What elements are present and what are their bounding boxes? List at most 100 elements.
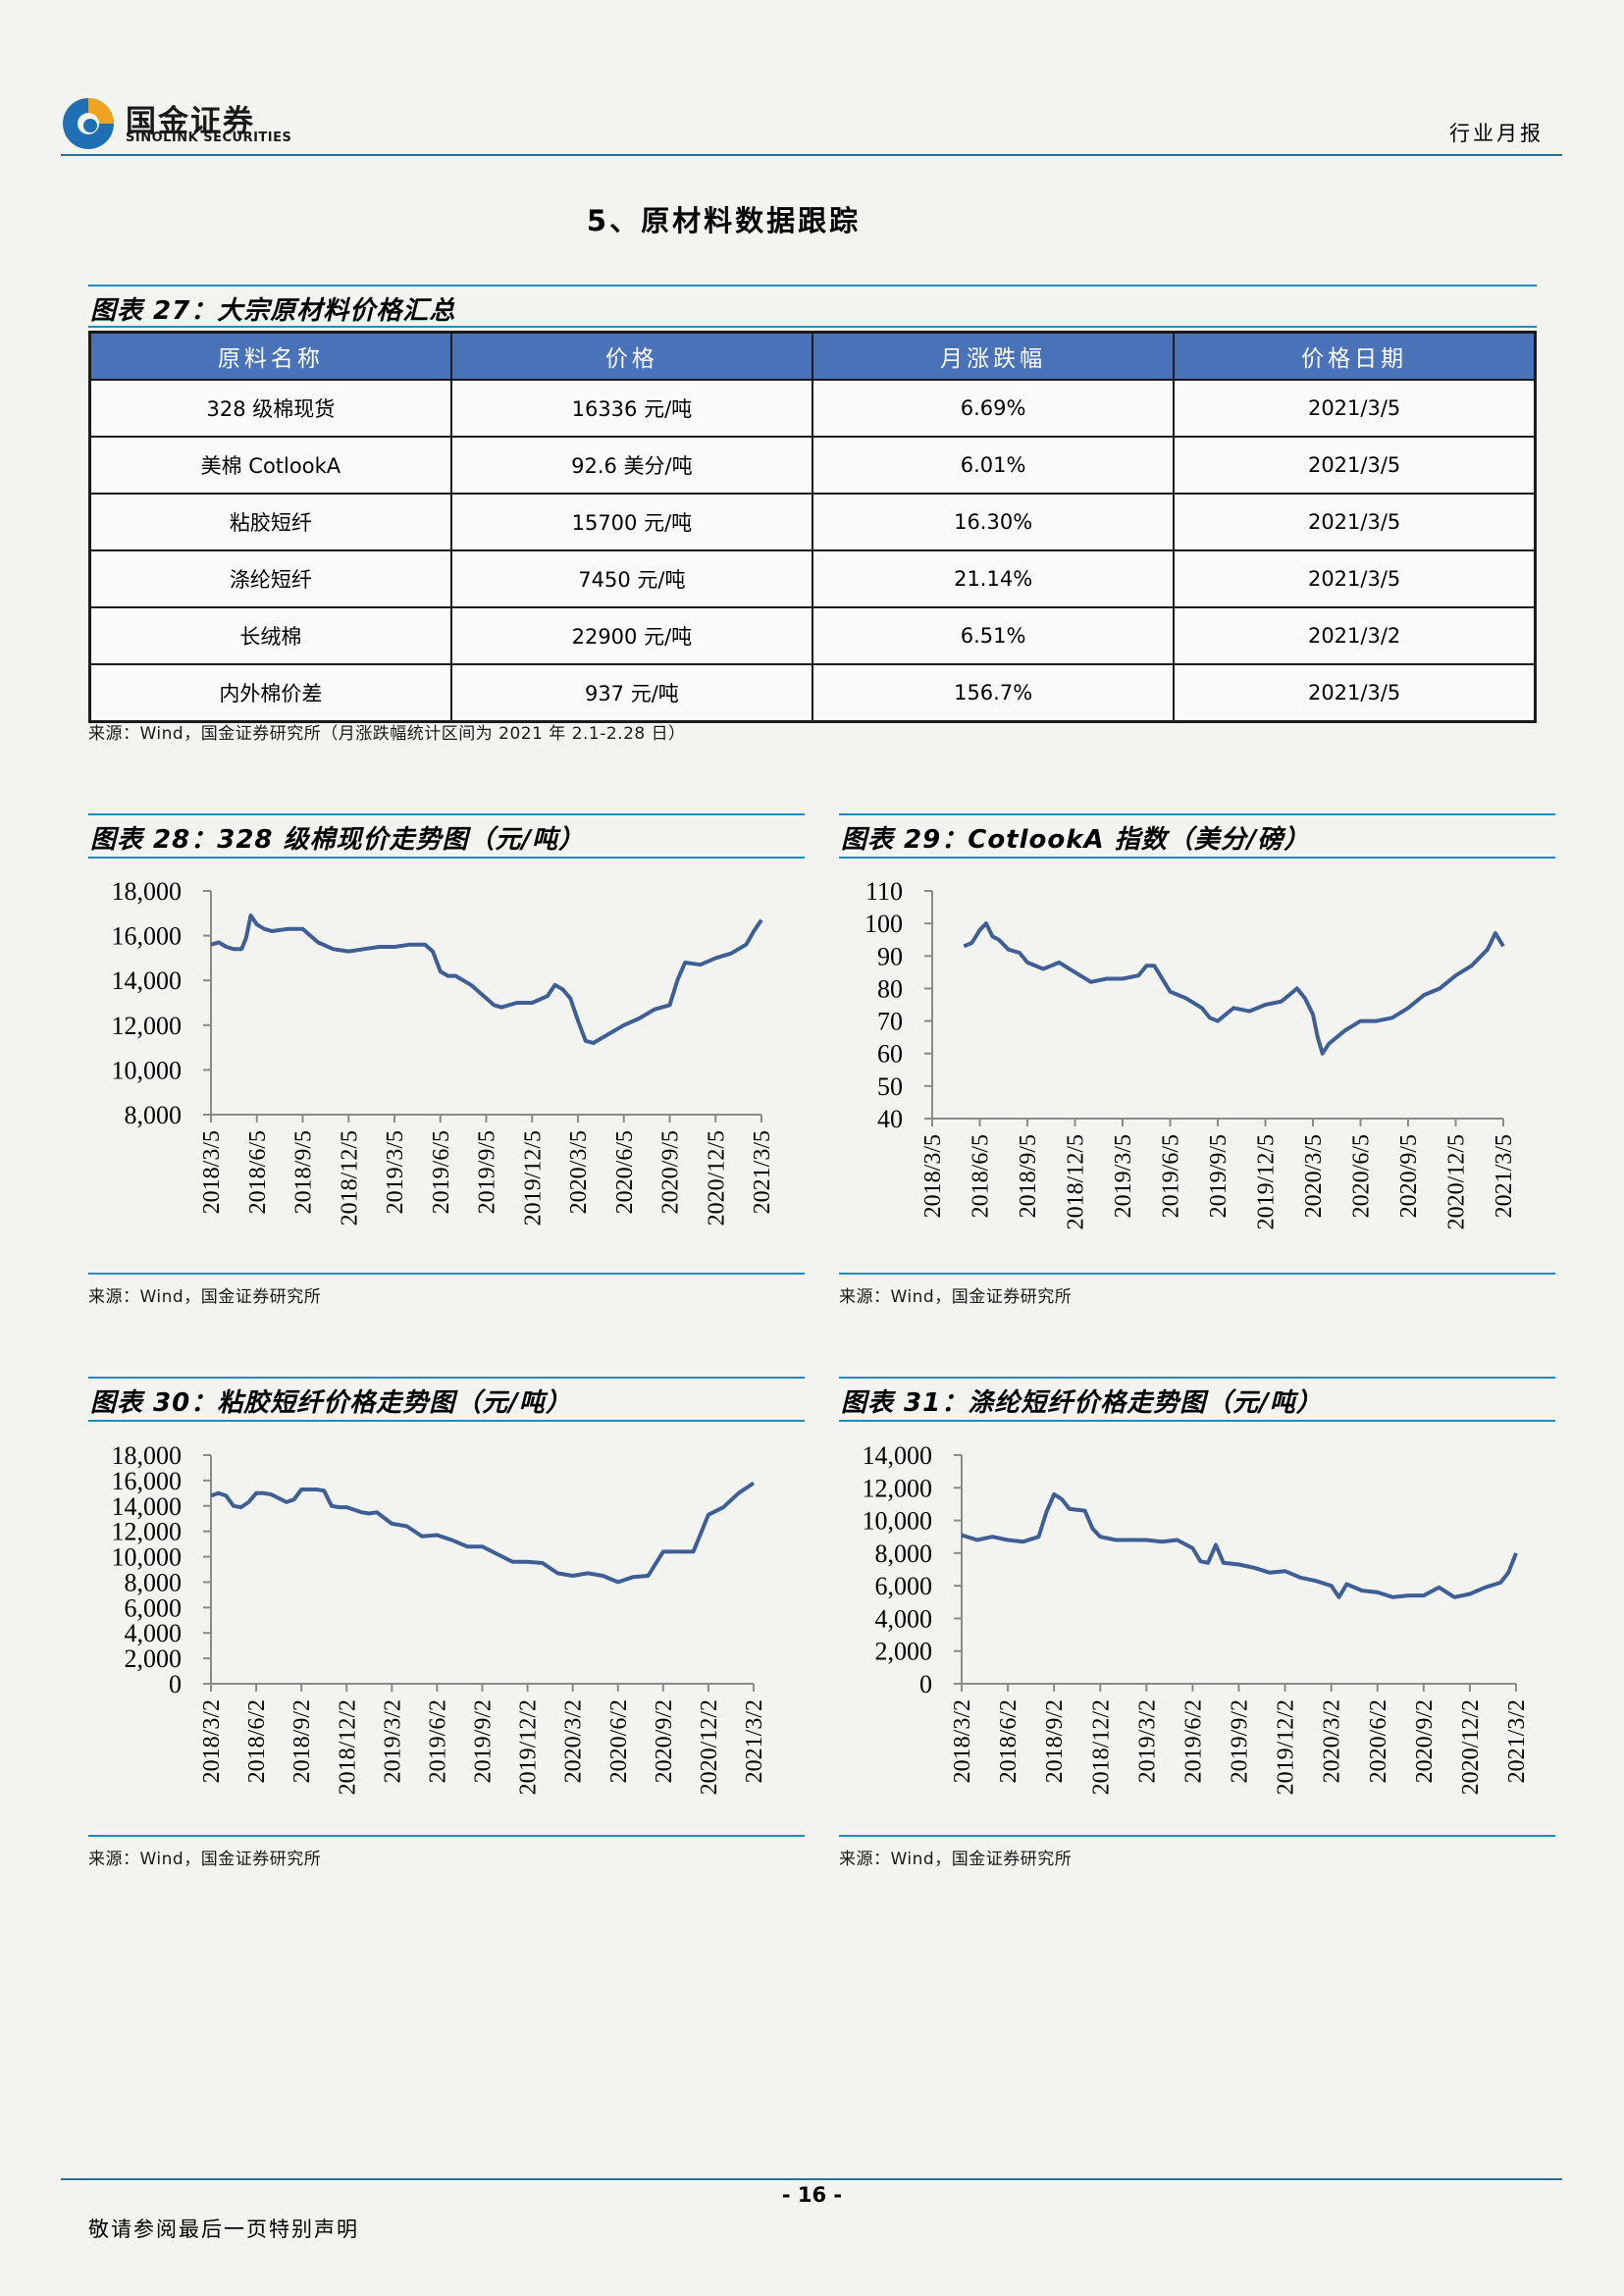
y-tick-label: 100 — [864, 910, 903, 938]
x-tick-label: 2020/9/5 — [658, 1130, 684, 1214]
series-line — [210, 913, 763, 1045]
table-header-row: 原料名称 价格 月涨跌幅 价格日期 — [88, 331, 1537, 381]
series-line — [210, 1481, 756, 1585]
report-type-label: 行业月报 — [1449, 122, 1544, 145]
table-cell: 16.30% — [811, 493, 1176, 551]
table-cell: 涤纶短纤 — [88, 549, 452, 608]
x-tick-label: 2019/3/2 — [1134, 1699, 1160, 1783]
raw-material-price-table: 原料名称 价格 月涨跌幅 价格日期 328 级棉现货 16336 元/吨 6.6… — [88, 331, 1537, 723]
y-tick-label: 12,000 — [112, 1012, 183, 1040]
table-cell: 2021/3/2 — [1173, 606, 1537, 665]
table-cell: 16336 元/吨 — [449, 379, 814, 438]
y-tick-label: 50 — [877, 1072, 903, 1101]
table-source-note: 来源：Wind，国金证券研究所（月涨跌幅统计区间为 2021 年 2.1-2.2… — [88, 724, 686, 744]
figure-29-caption: 图表 29：CotlookA 指数（美分/磅） — [841, 825, 1311, 855]
table-cell: 15700 元/吨 — [449, 493, 814, 551]
figure-31-source: 来源：Wind，国金证券研究所 — [839, 1850, 1073, 1869]
column-header: 月涨跌幅 — [811, 331, 1176, 381]
caption-rule-bottom — [839, 857, 1555, 859]
y-tick-label: 18,000 — [112, 1441, 183, 1470]
y-tick-label: 12,000 — [863, 1474, 933, 1502]
column-header: 价格 — [449, 331, 814, 381]
figure-30-caption: 图表 30：粘胶短纤价格走势图（元/吨） — [90, 1388, 572, 1418]
x-tick-label: 2020/9/2 — [652, 1699, 677, 1783]
x-tick-label: 2020/3/2 — [1320, 1699, 1345, 1783]
y-tick-label: 60 — [877, 1040, 903, 1069]
y-tick-label: 2,000 — [875, 1638, 933, 1666]
caption-rule-top — [88, 813, 805, 815]
caption-rule-bottom — [839, 1420, 1555, 1422]
figure-29-source: 来源：Wind，国金证券研究所 — [839, 1287, 1073, 1307]
x-tick-label: 2020/6/2 — [606, 1699, 632, 1783]
column-header: 原料名称 — [88, 331, 452, 381]
footer-divider — [61, 2178, 1562, 2180]
x-tick-label: 2018/3/5 — [199, 1130, 225, 1214]
caption-rule-bottom — [88, 857, 805, 859]
x-tick-label: 2020/6/2 — [1366, 1699, 1391, 1783]
caption-rule-top — [88, 285, 1537, 287]
y-tick-label: 6,000 — [875, 1572, 933, 1600]
x-tick-label: 2019/6/5 — [429, 1130, 454, 1214]
x-tick-label: 2019/9/5 — [1206, 1134, 1231, 1218]
figure-31-caption: 图表 31：涤纶短纤价格走势图（元/吨） — [841, 1388, 1323, 1418]
x-tick-label: 2020/3/2 — [561, 1699, 587, 1783]
x-tick-label: 2020/12/2 — [1458, 1699, 1484, 1795]
figure-30-source: 来源：Wind，国金证券研究所 — [88, 1850, 322, 1869]
y-tick-label: 70 — [877, 1008, 903, 1036]
figure-27-caption: 图表 27：大宗原材料价格汇总 — [90, 296, 456, 326]
table-cell: 2021/3/5 — [1173, 663, 1537, 723]
x-tick-label: 2019/12/2 — [516, 1699, 542, 1795]
table-row: 内外棉价差 937 元/吨 156.7% 2021/3/5 — [88, 663, 1537, 723]
chart-bottom-rule — [88, 1273, 805, 1275]
y-tick-label: 10,000 — [112, 1543, 183, 1572]
x-tick-label: 2021/3/5 — [750, 1130, 775, 1214]
chart-bottom-rule — [839, 1273, 1555, 1275]
x-tick-label: 2018/9/5 — [291, 1130, 317, 1214]
figure-28-source: 来源：Wind，国金证券研究所 — [88, 1287, 322, 1307]
y-tick-label: 14,000 — [112, 1492, 183, 1521]
caption-rule-top — [839, 813, 1555, 815]
table-cell: 长绒棉 — [88, 606, 452, 665]
x-tick-label: 2020/6/5 — [1349, 1134, 1375, 1218]
table-cell: 937 元/吨 — [449, 663, 814, 723]
x-tick-label: 2019/12/5 — [1254, 1134, 1280, 1229]
y-tick-label: 40 — [877, 1105, 903, 1133]
x-tick-label: 2020/3/5 — [566, 1130, 592, 1214]
x-tick-label: 2021/3/5 — [1492, 1134, 1517, 1218]
section-title: 5、原材料数据跟踪 — [586, 204, 862, 237]
x-tick-label: 2018/9/2 — [289, 1699, 315, 1783]
x-tick-label: 2019/12/5 — [520, 1130, 546, 1226]
header-divider — [61, 154, 1562, 156]
x-tick-label: 2018/9/5 — [1016, 1134, 1041, 1218]
x-tick-label: 2021/3/2 — [742, 1699, 767, 1783]
x-tick-label: 2018/12/2 — [335, 1699, 360, 1795]
chart-bottom-rule — [88, 1835, 805, 1837]
y-tick-label: 8,000 — [125, 1568, 183, 1596]
y-tick-label: 10,000 — [863, 1507, 933, 1536]
logo-en-text: SINOLINK SECURITIES — [126, 130, 292, 145]
y-tick-label: 18,000 — [112, 877, 183, 906]
y-tick-label: 110 — [865, 877, 903, 906]
table-row: 长绒棉 22900 元/吨 6.51% 2021/3/2 — [88, 606, 1537, 665]
x-tick-label: 2018/6/2 — [996, 1699, 1022, 1783]
table-cell: 328 级棉现货 — [88, 379, 452, 438]
x-tick-label: 2020/9/5 — [1396, 1134, 1422, 1218]
x-tick-label: 2018/12/5 — [337, 1130, 362, 1226]
table-row: 328 级棉现货 16336 元/吨 6.69% 2021/3/5 — [88, 379, 1537, 438]
figure-28-caption: 图表 28：328 级棉现价走势图（元/吨） — [90, 825, 586, 855]
y-tick-label: 12,000 — [112, 1518, 183, 1546]
caption-rule-top — [839, 1377, 1555, 1379]
y-tick-label: 80 — [877, 974, 903, 1003]
y-tick-label: 10,000 — [112, 1056, 183, 1084]
x-tick-label: 2020/6/5 — [612, 1130, 638, 1214]
table-cell: 2021/3/5 — [1173, 436, 1537, 495]
x-tick-label: 2019/6/2 — [425, 1699, 450, 1783]
table-cell: 内外棉价差 — [88, 663, 452, 723]
table-cell: 21.14% — [811, 549, 1176, 608]
table-cell: 美棉 CotlookA — [88, 436, 452, 495]
x-tick-label: 2018/6/5 — [245, 1130, 271, 1214]
series-line — [963, 921, 1505, 1056]
table-cell: 6.51% — [811, 606, 1176, 665]
y-tick-label: 4,000 — [875, 1604, 933, 1633]
x-tick-label: 2019/6/5 — [1159, 1134, 1184, 1218]
